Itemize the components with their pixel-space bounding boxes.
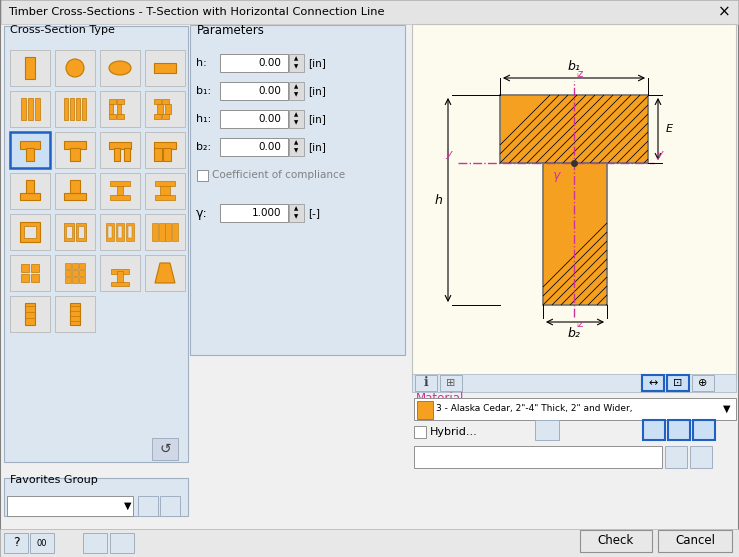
- FancyBboxPatch shape: [55, 173, 95, 209]
- FancyBboxPatch shape: [25, 303, 35, 325]
- FancyBboxPatch shape: [21, 264, 29, 272]
- Text: Timber Cross-Sections - T-Section with Horizontal Connection Line: Timber Cross-Sections - T-Section with H…: [8, 7, 384, 17]
- FancyBboxPatch shape: [72, 277, 78, 283]
- FancyBboxPatch shape: [658, 530, 732, 552]
- FancyBboxPatch shape: [289, 82, 304, 100]
- Text: ↺: ↺: [159, 442, 171, 456]
- FancyBboxPatch shape: [126, 223, 134, 241]
- FancyBboxPatch shape: [220, 138, 288, 156]
- Text: ▼: ▼: [124, 501, 132, 511]
- FancyBboxPatch shape: [117, 271, 123, 283]
- FancyBboxPatch shape: [580, 530, 652, 552]
- FancyBboxPatch shape: [109, 99, 116, 104]
- FancyBboxPatch shape: [163, 148, 171, 161]
- Text: 00: 00: [37, 539, 47, 548]
- FancyBboxPatch shape: [197, 170, 208, 181]
- FancyBboxPatch shape: [24, 226, 36, 238]
- FancyBboxPatch shape: [20, 141, 40, 149]
- FancyBboxPatch shape: [10, 132, 50, 168]
- FancyBboxPatch shape: [64, 98, 68, 120]
- Text: ▲: ▲: [294, 56, 298, 61]
- FancyBboxPatch shape: [20, 193, 40, 200]
- FancyBboxPatch shape: [20, 222, 40, 242]
- FancyBboxPatch shape: [412, 374, 736, 392]
- FancyBboxPatch shape: [106, 223, 114, 241]
- Text: y: y: [446, 149, 452, 159]
- FancyBboxPatch shape: [4, 26, 188, 462]
- Text: ▼: ▼: [294, 214, 298, 219]
- FancyBboxPatch shape: [109, 114, 116, 119]
- FancyBboxPatch shape: [31, 264, 39, 272]
- Text: ▼: ▼: [723, 404, 731, 414]
- FancyBboxPatch shape: [190, 25, 405, 355]
- FancyBboxPatch shape: [154, 142, 176, 149]
- FancyBboxPatch shape: [79, 263, 85, 269]
- Text: Hybrid...: Hybrid...: [430, 427, 477, 437]
- FancyBboxPatch shape: [157, 104, 163, 114]
- FancyBboxPatch shape: [10, 91, 50, 127]
- Text: b₂:: b₂:: [196, 142, 211, 152]
- FancyBboxPatch shape: [643, 420, 665, 440]
- FancyBboxPatch shape: [220, 204, 288, 222]
- FancyBboxPatch shape: [668, 420, 690, 440]
- Text: Coefficient of compliance: Coefficient of compliance: [212, 170, 345, 180]
- Text: 0.00: 0.00: [258, 142, 281, 152]
- Text: ▼: ▼: [294, 65, 298, 70]
- FancyBboxPatch shape: [116, 223, 124, 241]
- FancyBboxPatch shape: [162, 99, 169, 104]
- FancyBboxPatch shape: [100, 173, 140, 209]
- FancyBboxPatch shape: [76, 98, 80, 120]
- Text: [in]: [in]: [308, 58, 326, 68]
- FancyBboxPatch shape: [76, 223, 86, 241]
- FancyBboxPatch shape: [100, 91, 140, 127]
- FancyBboxPatch shape: [440, 375, 462, 391]
- Text: [in]: [in]: [308, 142, 326, 152]
- Text: b₁: b₁: [568, 60, 580, 73]
- FancyBboxPatch shape: [10, 50, 50, 86]
- FancyBboxPatch shape: [154, 99, 161, 104]
- Text: 0.00: 0.00: [258, 86, 281, 96]
- FancyBboxPatch shape: [117, 99, 124, 104]
- FancyBboxPatch shape: [79, 277, 85, 283]
- FancyBboxPatch shape: [4, 478, 188, 516]
- FancyBboxPatch shape: [72, 270, 78, 276]
- Text: γ: γ: [552, 169, 559, 182]
- FancyBboxPatch shape: [145, 214, 185, 250]
- Text: ▼: ▼: [294, 120, 298, 125]
- FancyBboxPatch shape: [535, 420, 559, 440]
- FancyBboxPatch shape: [66, 226, 72, 238]
- FancyBboxPatch shape: [109, 142, 131, 149]
- FancyBboxPatch shape: [65, 277, 71, 283]
- FancyBboxPatch shape: [154, 148, 162, 161]
- FancyBboxPatch shape: [111, 269, 129, 274]
- Text: E: E: [666, 124, 673, 134]
- FancyBboxPatch shape: [108, 226, 112, 238]
- FancyBboxPatch shape: [690, 446, 712, 468]
- FancyBboxPatch shape: [117, 104, 121, 114]
- Circle shape: [66, 59, 84, 77]
- FancyBboxPatch shape: [172, 223, 178, 241]
- FancyBboxPatch shape: [414, 426, 426, 438]
- FancyBboxPatch shape: [414, 398, 736, 420]
- Text: [in]: [in]: [308, 114, 326, 124]
- Text: Cancel: Cancel: [675, 535, 715, 548]
- FancyBboxPatch shape: [152, 438, 178, 460]
- Ellipse shape: [109, 61, 131, 75]
- FancyBboxPatch shape: [114, 148, 120, 161]
- FancyBboxPatch shape: [70, 180, 80, 193]
- Text: ⊕: ⊕: [698, 378, 708, 388]
- FancyBboxPatch shape: [155, 181, 175, 186]
- FancyBboxPatch shape: [64, 193, 86, 200]
- FancyBboxPatch shape: [27, 98, 33, 120]
- FancyBboxPatch shape: [414, 446, 662, 468]
- FancyBboxPatch shape: [31, 274, 39, 282]
- FancyBboxPatch shape: [159, 223, 165, 241]
- FancyBboxPatch shape: [155, 195, 175, 200]
- FancyBboxPatch shape: [138, 496, 158, 516]
- FancyBboxPatch shape: [4, 533, 28, 553]
- FancyBboxPatch shape: [100, 132, 140, 168]
- FancyBboxPatch shape: [78, 226, 84, 238]
- FancyBboxPatch shape: [10, 296, 50, 332]
- FancyBboxPatch shape: [162, 114, 169, 119]
